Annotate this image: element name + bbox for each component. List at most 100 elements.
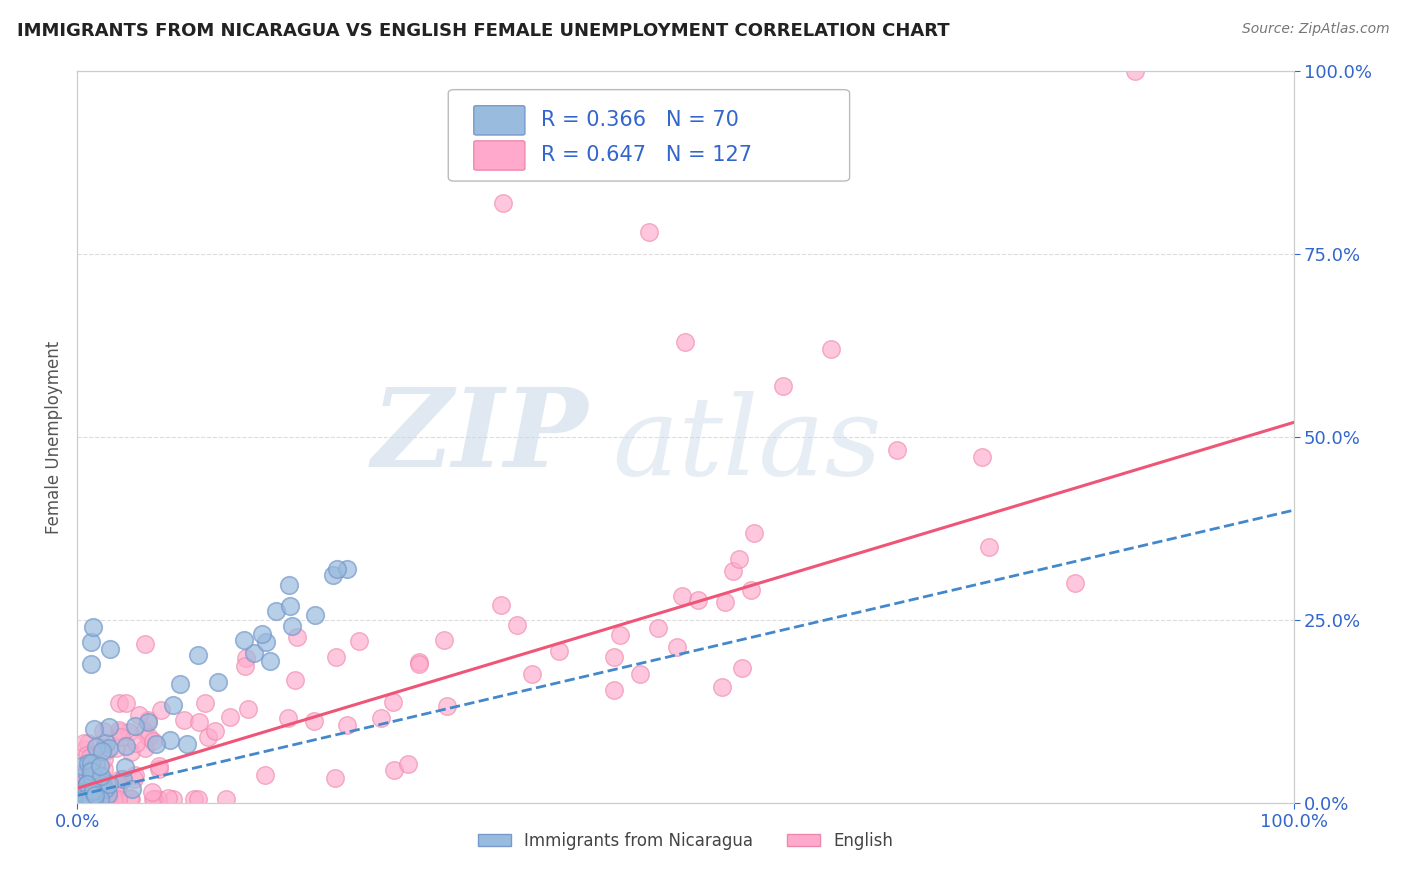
Point	[740, 583, 762, 598]
Point	[169, 676, 191, 690]
Point	[492, 196, 515, 211]
Point	[73, 779, 96, 793]
Point	[70, 772, 93, 787]
Point	[69, 785, 91, 799]
Point	[124, 768, 146, 782]
Point	[84, 756, 107, 771]
Point	[506, 617, 529, 632]
Point	[108, 723, 131, 738]
Point	[120, 792, 142, 806]
Point	[89, 792, 111, 806]
Point	[84, 789, 107, 803]
Point	[603, 682, 626, 697]
FancyBboxPatch shape	[474, 141, 524, 170]
Point	[150, 702, 173, 716]
Point	[675, 334, 697, 349]
Point	[122, 772, 145, 786]
Point	[94, 744, 117, 758]
Point	[250, 626, 273, 640]
Point	[148, 758, 170, 772]
Point	[207, 675, 229, 690]
Point	[253, 767, 276, 781]
Point	[97, 720, 120, 734]
Point	[67, 768, 90, 782]
Point	[972, 450, 994, 464]
Point	[142, 733, 165, 747]
Point	[97, 792, 120, 806]
Point	[76, 777, 98, 791]
Point	[408, 657, 430, 672]
Point	[112, 772, 135, 786]
Point	[281, 618, 304, 632]
Point	[820, 343, 842, 357]
FancyBboxPatch shape	[474, 106, 524, 135]
Point	[124, 719, 146, 733]
Point	[67, 792, 90, 806]
Point	[79, 749, 101, 764]
Point	[97, 792, 120, 806]
Point	[84, 739, 107, 754]
Legend: Immigrants from Nicaragua, English: Immigrants from Nicaragua, English	[471, 825, 900, 856]
Point	[72, 784, 94, 798]
Point	[89, 792, 111, 806]
Point	[107, 778, 129, 792]
Point	[254, 635, 277, 649]
Point	[714, 594, 737, 608]
Point	[80, 635, 103, 649]
Point	[108, 772, 131, 787]
Point	[82, 620, 104, 634]
Point	[120, 745, 142, 759]
Point	[162, 792, 184, 806]
Point	[73, 792, 96, 806]
Text: IMMIGRANTS FROM NICARAGUA VS ENGLISH FEMALE UNEMPLOYMENT CORRELATION CHART: IMMIGRANTS FROM NICARAGUA VS ENGLISH FEM…	[17, 22, 949, 40]
Point	[671, 589, 693, 603]
Point	[90, 744, 112, 758]
Point	[277, 711, 299, 725]
Point	[80, 764, 103, 779]
Point	[347, 633, 370, 648]
Point	[89, 759, 111, 773]
Point	[138, 731, 160, 745]
Point	[76, 792, 98, 806]
Point	[98, 740, 121, 755]
Point	[183, 792, 205, 806]
Point	[98, 642, 121, 657]
Point	[94, 781, 117, 796]
Point	[105, 740, 128, 755]
Point	[730, 661, 752, 675]
Point	[76, 777, 98, 791]
Point	[94, 790, 117, 805]
Point	[176, 737, 198, 751]
Point	[742, 525, 765, 540]
Point	[173, 713, 195, 727]
Point	[159, 732, 181, 747]
Point	[382, 763, 405, 777]
Point	[370, 711, 392, 725]
Point	[75, 778, 97, 792]
Point	[235, 651, 257, 665]
Point	[666, 640, 689, 654]
Point	[136, 714, 159, 729]
Point	[96, 735, 118, 749]
Point	[79, 792, 101, 806]
Point	[90, 774, 112, 789]
Point	[72, 736, 94, 750]
Point	[82, 784, 104, 798]
Point	[76, 747, 98, 762]
Point	[628, 667, 651, 681]
Point	[91, 770, 114, 784]
Point	[979, 540, 1001, 554]
Point	[70, 766, 93, 780]
Point	[70, 759, 93, 773]
Point	[194, 696, 217, 710]
Point	[97, 777, 120, 791]
Point	[107, 792, 129, 806]
Point	[69, 792, 91, 806]
Text: atlas: atlas	[613, 391, 882, 498]
Text: Source: ZipAtlas.com: Source: ZipAtlas.com	[1241, 22, 1389, 37]
Point	[603, 650, 626, 665]
Point	[93, 739, 115, 754]
Point	[91, 723, 114, 738]
Point	[436, 699, 458, 714]
Point	[188, 715, 211, 730]
